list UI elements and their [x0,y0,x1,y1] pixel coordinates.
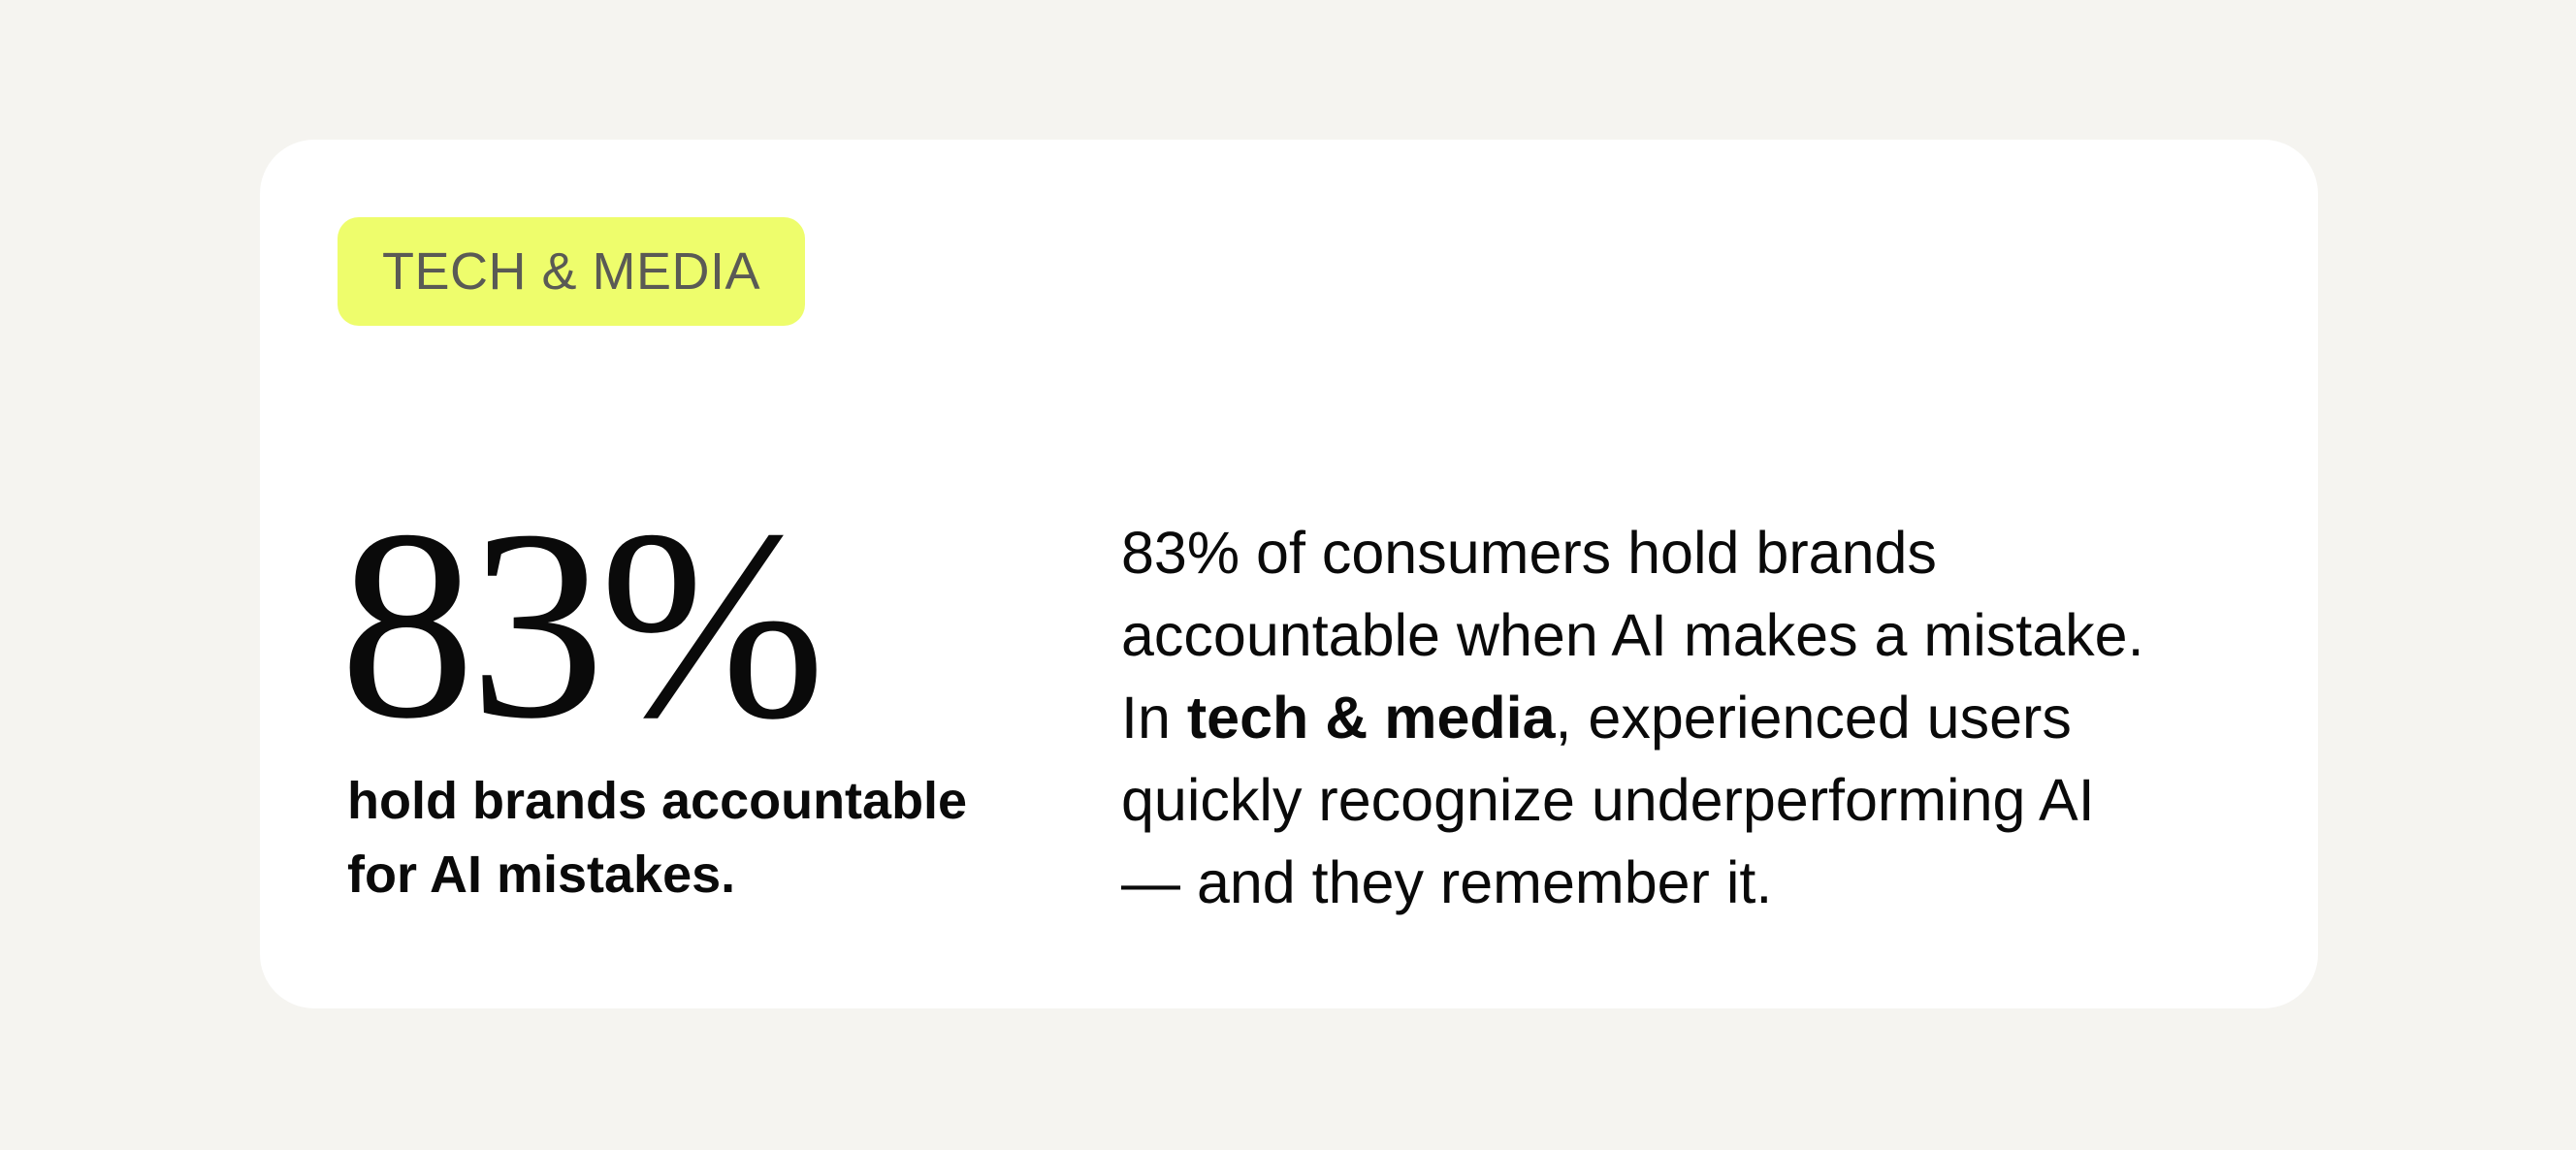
stat-caption-line: for AI mistakes. [347,846,736,904]
description-line: accountable when AI makes a mistake. [1121,602,2144,668]
description-line: 83% of consumers hold brands [1121,520,1937,586]
description-line: In tech & media, experienced users [1121,677,2285,759]
stat-caption-line: hold brands accountable [347,772,968,830]
description-line: — and they remember it. [1121,849,1773,915]
stat-value: 83% [339,473,825,775]
stat-caption: hold brands accountable for AI mistakes. [347,764,1046,911]
category-tag: TECH & MEDIA [338,217,805,326]
description-text: In [1121,685,1187,751]
highlight-text: tech & media [1186,685,1556,751]
description-line: quickly recognize underperforming AI [1121,767,2095,833]
description-paragraph: 83% of consumers hold brands accountable… [1121,512,2285,924]
description-text: , experienced users [1555,685,2072,751]
stat-card: TECH & MEDIA 83% hold brands accountable… [260,140,2318,1008]
